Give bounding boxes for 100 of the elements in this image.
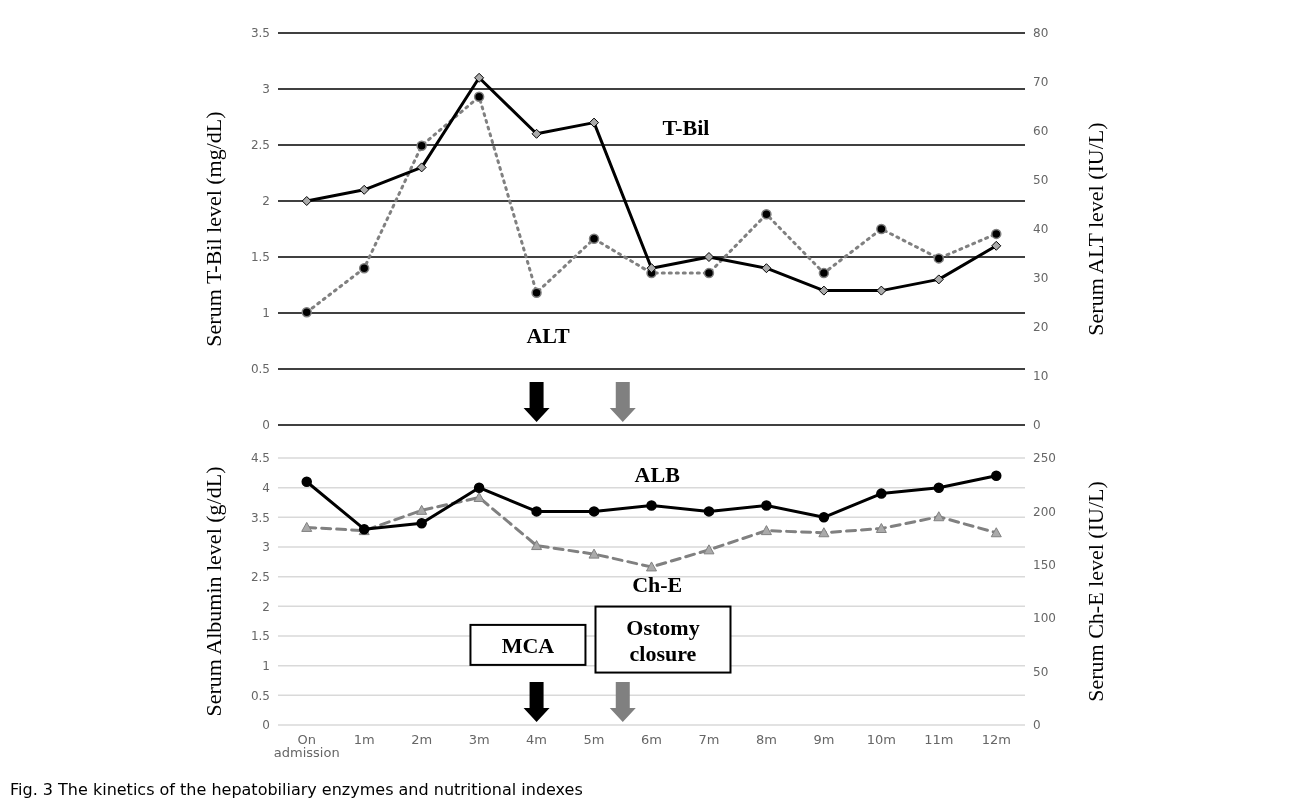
point: [933, 482, 945, 493]
point: [588, 548, 600, 559]
y-tick-label: 0: [262, 718, 270, 733]
y2-tick-label: 10: [1033, 369, 1049, 384]
point: [876, 488, 887, 499]
point: [876, 285, 887, 296]
y-tick-label: 2.5: [250, 138, 270, 153]
point: [760, 525, 772, 536]
point: [991, 470, 1002, 482]
x-tick-label: 2m: [411, 732, 433, 748]
y2-tick-label: 70: [1033, 75, 1049, 90]
point: [818, 512, 830, 523]
y2-tick-label: 200: [1033, 504, 1056, 519]
point: [588, 506, 600, 517]
y2-tick-label: 30: [1033, 271, 1049, 286]
point: [589, 117, 600, 128]
point: [358, 262, 370, 274]
y2-tick-label: 40: [1033, 222, 1049, 237]
point: [990, 527, 1002, 538]
series-label: Ch-E: [632, 571, 683, 597]
point: [761, 263, 772, 274]
point: [991, 240, 1002, 251]
point: [703, 267, 715, 279]
point: [473, 91, 485, 102]
point: [531, 128, 542, 139]
point: [473, 482, 485, 493]
y-tick-label: 0.5: [250, 362, 270, 377]
point: [531, 506, 542, 517]
series-label: ALT: [526, 322, 570, 348]
y2-tick-label: 50: [1033, 664, 1049, 679]
x-tick-label: 3m: [468, 732, 490, 748]
point: [818, 285, 829, 296]
y2-tick-label: 80: [1033, 26, 1049, 41]
point: [416, 518, 427, 529]
y-tick-label: 1.5: [250, 629, 270, 644]
annotation: Ostomy closure: [626, 614, 700, 666]
point: [473, 492, 485, 503]
y2-tick-label: 50: [1033, 173, 1049, 188]
point: [301, 476, 312, 487]
x-tick-label: On admission: [273, 732, 340, 761]
point: [761, 500, 772, 511]
y-tick-label: 2: [262, 599, 270, 614]
point: [301, 196, 312, 206]
y2-tick-label: 0: [1033, 418, 1041, 433]
series-label: ALB: [634, 462, 681, 488]
point: [531, 540, 543, 551]
y-tick-label: 0.5: [250, 688, 270, 703]
caption: Fig. 3 The kinetics of the hepatobiliary enzymes and nutritional indexes: [10, 780, 583, 799]
text: T-Bil: [662, 114, 710, 140]
y-tick-label: 1: [262, 658, 270, 673]
y-tick-label: 0: [262, 418, 270, 433]
x-tick-label: 8m: [755, 732, 777, 748]
y-tick-label: 1: [262, 306, 270, 321]
annotation: MCA: [501, 632, 555, 658]
point: [646, 561, 657, 572]
point: [646, 500, 657, 511]
x-tick-label: 10m: [866, 732, 896, 748]
y-tick-label: 3.5: [250, 26, 270, 41]
point: [703, 544, 715, 555]
y-tick-label: 3.5: [250, 510, 270, 525]
x-tick-label: 7m: [698, 732, 720, 748]
point: [933, 274, 944, 285]
y-axis-title: Serum T-Bil level (mg/dL): [200, 111, 226, 347]
point: [933, 511, 945, 522]
x-tick-label: 4m: [526, 732, 548, 748]
y-axis-title: Serum Albumin level (g/dL): [200, 466, 226, 717]
y-tick-label: 2: [262, 194, 270, 209]
y2-tick-label: 20: [1033, 320, 1049, 335]
point: [818, 267, 830, 279]
x-tick-label: 5m: [583, 732, 605, 748]
x-tick-label: 6m: [641, 732, 662, 748]
point: [301, 307, 312, 318]
x-tick-label: 11m: [924, 732, 954, 748]
point: [875, 522, 887, 533]
point: [818, 527, 830, 538]
y-tick-label: 1.5: [250, 250, 270, 265]
y2-axis-title: Serum ALT level (IU/L): [1082, 122, 1108, 336]
y-tick-label: 4: [262, 480, 270, 495]
y2-tick-label: 100: [1033, 611, 1056, 626]
y-tick-label: 3: [262, 82, 270, 97]
y-tick-label: 2.5: [250, 569, 270, 584]
point: [588, 233, 600, 245]
x-tick-label: 1m: [353, 732, 375, 748]
x-tick-label: 12m: [981, 732, 1011, 748]
point: [933, 253, 945, 264]
y2-axis-title: Serum Ch-E level (IU/L): [1082, 481, 1108, 702]
y-tick-label: 3: [262, 540, 270, 555]
y2-tick-label: 150: [1033, 558, 1056, 573]
point: [991, 228, 1002, 240]
point: [416, 140, 427, 151]
x-tick-label: 9m: [813, 732, 835, 748]
point: [703, 506, 715, 517]
point: [876, 223, 887, 235]
point: [416, 504, 428, 515]
point: [703, 252, 714, 262]
y2-tick-label: 250: [1033, 451, 1056, 466]
point: [646, 263, 657, 274]
point: [531, 287, 542, 298]
y2-tick-label: 60: [1033, 124, 1049, 139]
y2-tick-label: 0: [1033, 718, 1041, 733]
